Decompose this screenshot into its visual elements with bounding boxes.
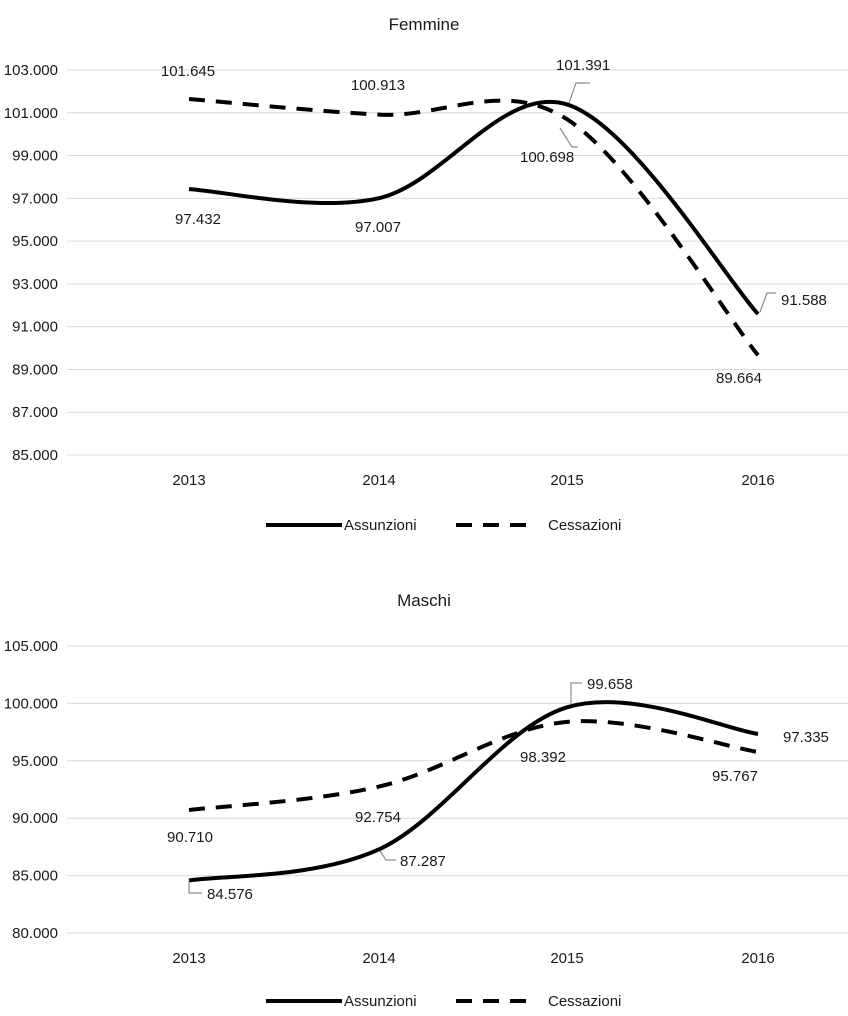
x-tick-label: 2014	[362, 950, 395, 967]
data-label: 90.710	[167, 829, 213, 846]
data-label: 97.335	[783, 729, 829, 746]
data-label: 92.754	[355, 809, 401, 826]
y-tick-label: 95.000	[12, 753, 58, 770]
data-label-leader	[759, 292, 776, 313]
y-tick-label: 89.000	[12, 361, 58, 378]
y-tick-label: 105.000	[4, 638, 58, 655]
y-tick-label: 80.000	[12, 925, 58, 942]
y-tick-label: 97.000	[12, 190, 58, 207]
y-tick-label: 93.000	[12, 276, 58, 293]
y-tick-label: 91.000	[12, 319, 58, 336]
data-label: 98.392	[520, 749, 566, 766]
data-label: 97.432	[175, 211, 221, 228]
data-label: 101.645	[161, 63, 215, 80]
y-tick-label: 99.000	[12, 148, 58, 165]
series-line-assunzioni	[188, 700, 759, 883]
data-label: 100.913	[351, 77, 405, 94]
y-tick-label: 87.000	[12, 404, 58, 421]
data-label: 97.007	[355, 219, 401, 236]
y-tick-label: 90.000	[12, 810, 58, 827]
chart-title: Maschi	[397, 591, 451, 610]
legend-label-assunzioni: Assunzioni	[344, 993, 417, 1010]
chart-title: Femmine	[389, 15, 460, 34]
series-line-cessazioni	[188, 719, 759, 813]
data-label: 100.698	[520, 149, 574, 166]
chart-maschi: Maschi 80.000 85.000 90.000 95.000 100.000 105…	[4, 591, 848, 1010]
x-tick-label: 2016	[741, 950, 774, 967]
x-tick-label: 2013	[172, 950, 205, 967]
series-line-cessazioni	[188, 96, 760, 357]
series-line-assunzioni	[188, 100, 760, 316]
y-tick-label: 101.000	[4, 105, 58, 122]
y-tick-label: 100.000	[4, 695, 58, 712]
data-label: 91.588	[781, 292, 827, 309]
x-tick-label: 2013	[172, 472, 205, 489]
legend-label-cessazioni: Cessazioni	[548, 993, 621, 1010]
data-label: 89.664	[716, 370, 762, 387]
data-label-leader	[188, 881, 202, 894]
y-tick-label: 85.000	[12, 868, 58, 885]
x-tick-label: 2015	[550, 472, 583, 489]
chart-femmine: Femmine 85.000 87.000 89.000 91.000 93.000 95.…	[4, 15, 848, 534]
data-label: 101.391	[556, 57, 610, 74]
legend: Assunzioni Cessazioni	[266, 517, 621, 534]
data-label: 87.287	[400, 853, 446, 870]
legend-label-assunzioni: Assunzioni	[344, 517, 417, 534]
data-label-leader	[559, 127, 578, 148]
data-label-leader	[568, 82, 590, 104]
x-tick-label: 2016	[741, 472, 774, 489]
legend: Assunzioni Cessazioni	[266, 993, 621, 1010]
x-tick-label: 2014	[362, 472, 395, 489]
y-tick-label: 103.000	[4, 62, 58, 79]
y-tick-label: 85.000	[12, 447, 58, 464]
data-label: 95.767	[712, 768, 758, 785]
y-tick-label: 95.000	[12, 233, 58, 250]
data-label-leader	[379, 850, 396, 861]
legend-label-cessazioni: Cessazioni	[548, 517, 621, 534]
data-label: 84.576	[207, 886, 253, 903]
x-tick-label: 2015	[550, 950, 583, 967]
data-label: 99.658	[587, 676, 633, 693]
data-label-leader	[570, 682, 582, 704]
